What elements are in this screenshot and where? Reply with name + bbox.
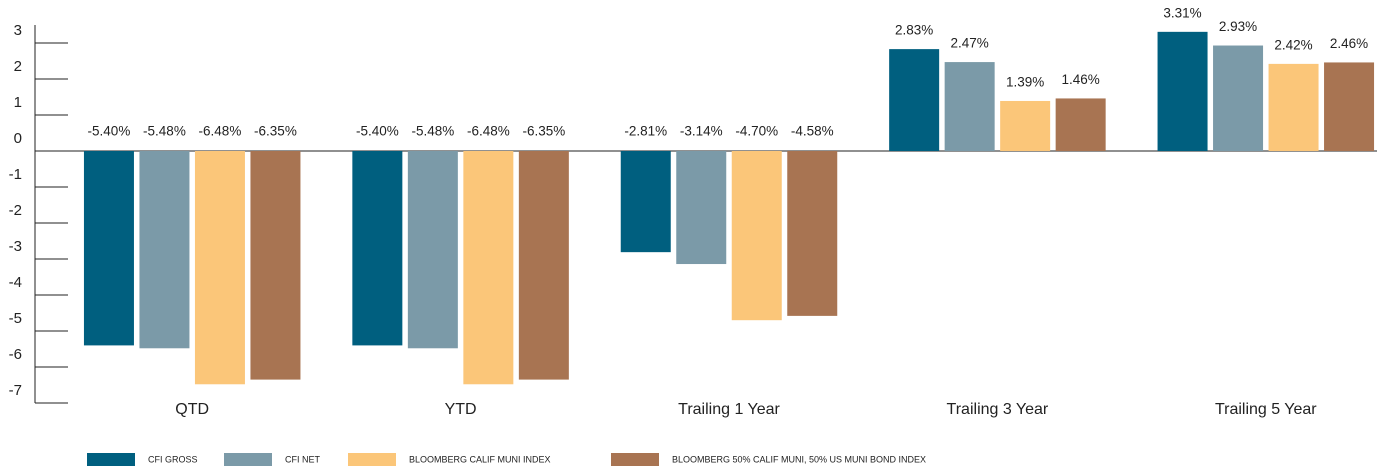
value-label: 3.31%	[1163, 5, 1201, 20]
bar	[1000, 100, 1051, 151]
y-tick-label: -4	[9, 274, 22, 291]
y-tick-label: 0	[14, 130, 22, 147]
legend-swatch	[348, 453, 396, 466]
legend-label: BLOOMBERG CALIF MUNI INDEX	[409, 454, 551, 464]
bar	[250, 151, 301, 380]
bar	[139, 151, 190, 349]
legend-label: CFI GROSS	[148, 454, 198, 464]
value-label: -3.14%	[680, 124, 723, 139]
value-label: -5.48%	[143, 124, 186, 139]
x-tick-label: YTD	[445, 401, 477, 418]
x-tick-label: QTD	[175, 401, 209, 418]
bar	[1055, 98, 1106, 151]
bar	[1324, 62, 1375, 151]
value-label: -4.70%	[735, 124, 778, 139]
y-tick-label: -6	[9, 346, 22, 363]
bar	[463, 151, 514, 385]
bar	[83, 151, 134, 346]
x-tick-label: Trailing 3 Year	[947, 401, 1049, 418]
value-label: 2.83%	[895, 23, 933, 38]
bar	[1213, 45, 1264, 151]
bar	[1157, 31, 1208, 152]
value-label: 1.39%	[1006, 75, 1044, 90]
bar	[944, 62, 995, 151]
y-tick-label: -1	[9, 166, 22, 183]
y-tick-label: -3	[9, 238, 22, 255]
value-label: 1.46%	[1062, 72, 1100, 87]
legend-label: CFI NET	[285, 454, 321, 464]
value-label: -6.35%	[522, 124, 565, 139]
bar	[518, 151, 569, 380]
x-tick-label: Trailing 5 Year	[1215, 401, 1317, 418]
legend-swatch	[87, 453, 135, 466]
value-label: -5.48%	[411, 124, 454, 139]
value-label: -4.58%	[791, 124, 834, 139]
y-tick-label: 2	[14, 58, 22, 75]
y-tick-label: 3	[14, 22, 22, 39]
value-label: 2.46%	[1330, 36, 1368, 51]
value-label: 2.93%	[1219, 19, 1257, 34]
value-label: -6.35%	[254, 124, 297, 139]
value-label: -2.81%	[624, 124, 667, 139]
bar	[676, 151, 727, 265]
bar	[787, 151, 838, 316]
bar	[407, 151, 458, 349]
value-label: 2.42%	[1274, 37, 1312, 52]
value-label: -6.48%	[467, 124, 510, 139]
bar	[352, 151, 403, 346]
y-tick-label: -5	[9, 310, 22, 327]
value-label: -6.48%	[199, 124, 242, 139]
legend-label: BLOOMBERG 50% CALIF MUNI, 50% US MUNI BO…	[672, 454, 926, 464]
value-label: 2.47%	[951, 36, 989, 51]
bar	[889, 49, 940, 152]
y-tick-label: 1	[14, 94, 22, 111]
value-label: -5.40%	[88, 124, 131, 139]
y-tick-label: -7	[9, 382, 22, 399]
bar	[620, 151, 671, 253]
y-tick-label: -2	[9, 202, 22, 219]
bar	[1268, 63, 1319, 151]
value-label: -5.40%	[356, 124, 399, 139]
x-tick-label: Trailing 1 Year	[678, 401, 780, 418]
legend-swatch	[611, 453, 659, 466]
bar	[731, 151, 782, 321]
bar	[194, 151, 245, 385]
legend-swatch	[224, 453, 272, 466]
